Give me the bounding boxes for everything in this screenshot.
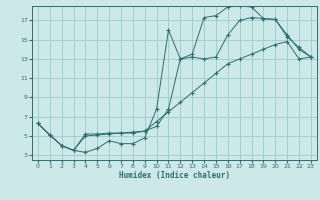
X-axis label: Humidex (Indice chaleur): Humidex (Indice chaleur) xyxy=(119,171,230,180)
